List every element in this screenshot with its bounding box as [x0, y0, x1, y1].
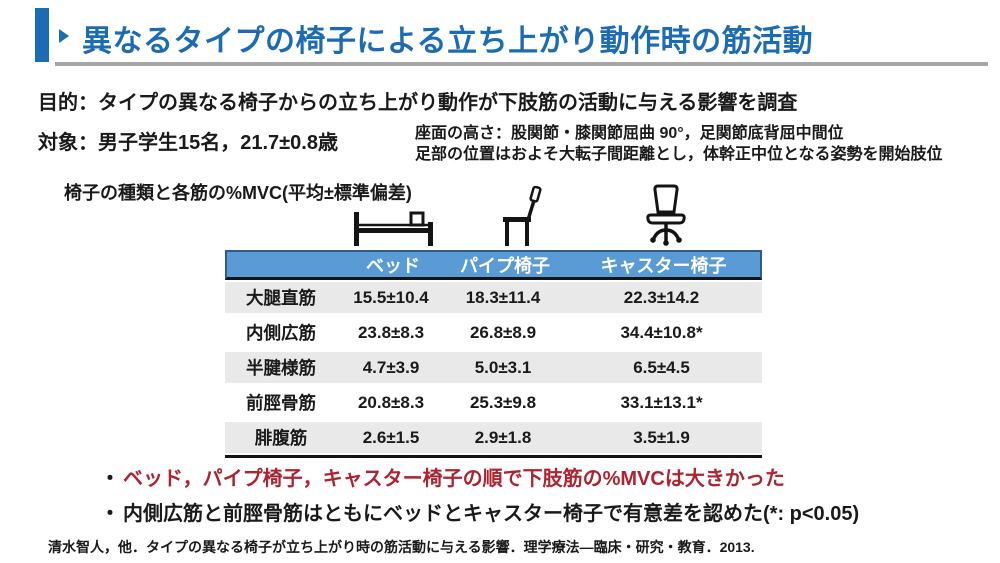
- value-caster-chair: 3.5±1.9: [633, 427, 690, 447]
- subjects-text: 対象：男子学生15名，21.7±0.8歳: [38, 132, 338, 154]
- start-position-line1: 座面の高さ：股関節・膝関節屈曲 90°，足関節底背屈中間位: [415, 125, 844, 142]
- finding-text: 内側広筋と前脛骨筋はともにベッドとキャスター椅子で有意差を認めた(*: p<0.…: [123, 503, 860, 525]
- value-caster-chair: 33.1±13.1*: [620, 392, 703, 412]
- pipe-chair-icon: [498, 185, 546, 253]
- value-bed: 2.6±1.5: [362, 427, 420, 447]
- value-bed: 15.5±10.4: [353, 287, 429, 307]
- page-title: 異なるタイプの椅子による立ち上がり動作時の筋活動: [82, 25, 814, 58]
- value-pipe-chair: 2.9±1.8: [474, 427, 532, 447]
- muscle-label: 内側広筋: [246, 323, 316, 343]
- citation-text: 清水智人，他．タイプの異なる椅子が立ち上がり時の筋活動に与える影響．理学療法―臨…: [48, 539, 755, 555]
- finding-significance: ・内側広筋と前脛骨筋はともにベッドとキャスター椅子で有意差を認めた(*: p<0…: [100, 497, 859, 526]
- table-header-bed: ベッド: [366, 256, 420, 276]
- purpose-text: 目的：タイプの異なる椅子からの立ち上がり動作が下肢筋の活動に与える影響を調査: [38, 92, 798, 114]
- title-underline: [55, 62, 988, 66]
- muscle-label: 腓腹筋: [254, 428, 308, 448]
- table-caption: 椅子の種類と各筋の%MVC(平均±標準偏差): [64, 183, 412, 203]
- value-pipe-chair: 25.3±9.8: [469, 392, 537, 412]
- start-position-line2: 足部の位置はおよそ大転子間距離とし，体幹正中位となる姿勢を開始肢位: [415, 146, 943, 163]
- value-pipe-chair: 18.3±11.4: [465, 287, 541, 307]
- table-header-caster-chair: キャスター椅子: [600, 256, 727, 276]
- finding-text: ベッド，パイプ椅子，キャスター椅子の順で下肢筋の%MVCは大きかった: [123, 468, 785, 490]
- value-caster-chair: 22.3±14.2: [623, 287, 700, 307]
- table-header-pipe-chair: パイプ椅子: [460, 256, 550, 276]
- bed-icon: [348, 208, 438, 253]
- start-position-text: 座面の高さ：股関節・膝関節屈曲 90°，足関節底背屈中間位 足部の位置はおよそ大…: [415, 123, 943, 165]
- table-row: 大腿直筋 15.5±10.4 18.3±11.4 22.3±14.2: [225, 280, 762, 315]
- value-caster-chair: 6.5±4.5: [633, 357, 690, 377]
- muscle-label: 半腱様筋: [246, 358, 316, 378]
- value-pipe-chair: 5.0±3.1: [474, 357, 532, 377]
- value-caster-chair: 34.4±10.8*: [620, 322, 703, 342]
- value-pipe-chair: 26.8±8.9: [469, 322, 537, 342]
- table-body: 大腿直筋 15.5±10.4 18.3±11.4 22.3±14.2 内側広筋 …: [225, 280, 762, 458]
- table-row: 前脛骨筋 20.8±8.3 25.3±9.8 33.1±13.1*: [225, 385, 762, 420]
- title-accent-bar: [35, 8, 49, 62]
- muscle-label: 前脛骨筋: [246, 393, 316, 413]
- table-row: 半腱様筋 4.7±3.9 5.0±3.1 6.5±4.5: [225, 350, 762, 385]
- value-bed: 4.7±3.9: [362, 357, 420, 377]
- muscle-label: 大腿直筋: [246, 288, 316, 308]
- finding-order-mvc: ・ベッド，パイプ椅子，キャスター椅子の順で下肢筋の%MVCは大きかった: [100, 462, 785, 491]
- mvc-table: ベッド パイプ椅子 キャスター椅子 大腿直筋 15.5±10.4 18.3±11…: [225, 250, 762, 458]
- table-row: 腓腹筋 2.6±1.5 2.9±1.8 3.5±1.9: [225, 420, 762, 455]
- table-header-row: ベッド パイプ椅子 キャスター椅子: [225, 250, 762, 280]
- caster-chair-icon: [642, 184, 690, 253]
- value-bed: 23.8±8.3: [357, 322, 425, 342]
- bullet-dot: ・: [100, 503, 120, 525]
- title-arrow-icon: [59, 29, 69, 43]
- bullet-dot: ・: [100, 468, 120, 490]
- value-bed: 20.8±8.3: [357, 392, 425, 412]
- table-row: 内側広筋 23.8±8.3 26.8±8.9 34.4±10.8*: [225, 315, 762, 350]
